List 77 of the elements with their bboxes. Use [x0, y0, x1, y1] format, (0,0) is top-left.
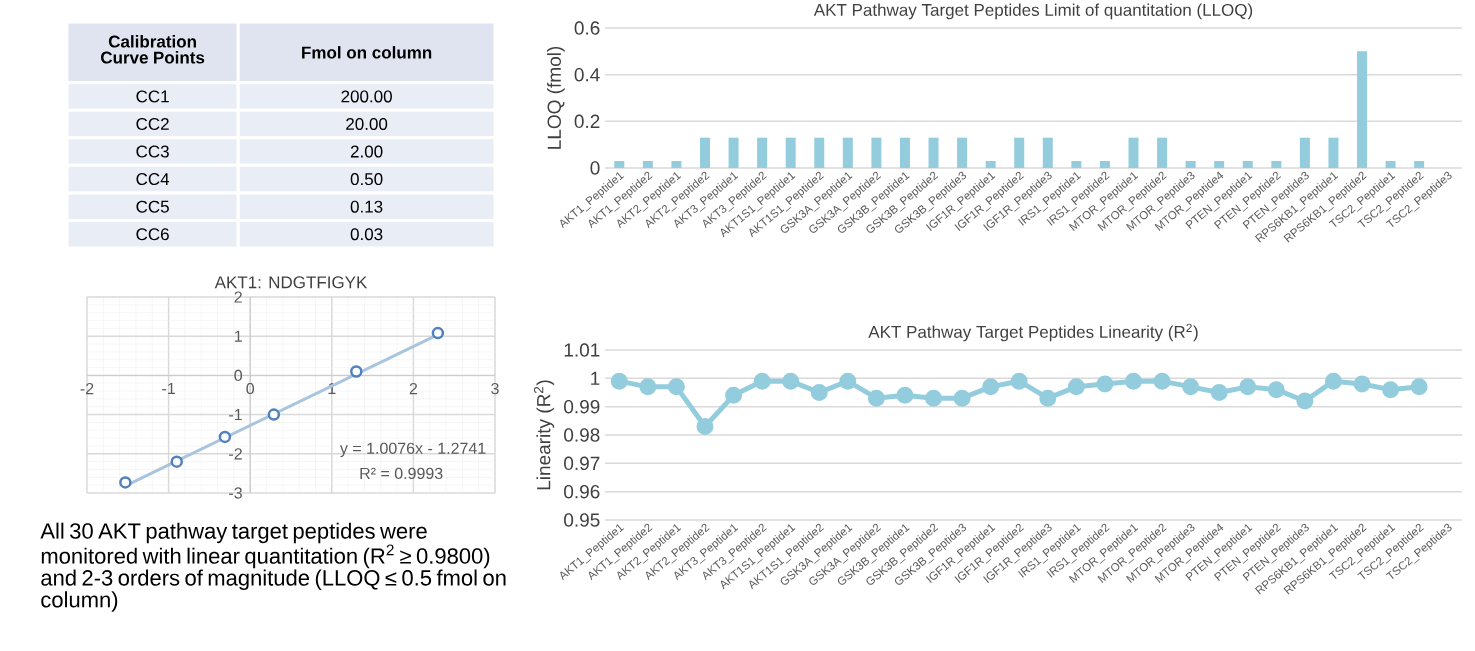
point [810, 384, 828, 402]
category-label: CC3 [136, 145, 169, 158]
point [639, 378, 657, 396]
y-tick-label: 1.01 [564, 343, 600, 357]
point [839, 372, 857, 390]
category-label: CC1 [136, 90, 169, 103]
text: 200.00 [341, 90, 392, 103]
point [753, 372, 771, 390]
point [953, 389, 971, 407]
point [982, 378, 1000, 396]
annotation: R² = 0.9993 [360, 467, 443, 480]
y-tick-label: 0.2 [574, 114, 600, 129]
point [1324, 372, 1342, 390]
chart-title: AKT Pathway Target Peptides Linearity (R$^{2}$) [868, 323, 1198, 342]
annotation: y = 1.0076x - 1.2741 [339, 442, 486, 458]
x-tick-label: -1 [162, 382, 175, 394]
y-tick-label: -3 [229, 487, 242, 499]
y-tick-label: 2 [234, 291, 242, 303]
chart-title: AKT1: NDGTFIGYK [214, 276, 368, 289]
y-tick-label: 0.6 [574, 21, 600, 35]
point [1296, 392, 1314, 410]
y-tick-label: -2 [229, 448, 242, 460]
point [1153, 372, 1171, 390]
point [119, 476, 132, 489]
category-label: CC5 [136, 200, 169, 213]
point [725, 386, 743, 404]
point [1210, 384, 1228, 402]
text: 2.00 [350, 145, 383, 158]
y-tick-label: 1 [234, 330, 242, 342]
chart-title: AKT Pathway Target Peptides Limit of quantitation (LLOQ) [813, 3, 1253, 20]
text: All 30 AKT pathway target peptides were monitored with linear quantitation (R$^{2}$ ≥ 0.9800) and 2-3 orders of magnitude (LLOQ ≤ 0.5 fmol on column) [40, 522, 506, 612]
category-label: CC2 [136, 117, 169, 130]
point [696, 418, 714, 435]
text: 0.50 [350, 173, 383, 186]
category-label: CC4 [136, 173, 170, 186]
point [1353, 375, 1371, 393]
y-axis-title: LLOQ (fmol) [547, 46, 565, 149]
text: Fmol on column [302, 46, 432, 59]
y-tick-label: 0.97 [564, 456, 600, 471]
point [170, 455, 184, 468]
text: 0.13 [350, 200, 383, 213]
text: 20.00 [346, 117, 388, 130]
point [1267, 381, 1285, 399]
point [610, 372, 628, 390]
point [896, 386, 914, 404]
y-tick-label: 0.96 [564, 484, 600, 499]
point [350, 365, 363, 378]
point [1067, 378, 1085, 396]
category-label: CC6 [136, 228, 169, 241]
point [1096, 375, 1114, 393]
y-tick-label: 0.99 [564, 399, 600, 414]
point [1410, 378, 1428, 396]
point [782, 372, 800, 390]
point [1182, 378, 1200, 396]
point [1239, 378, 1257, 396]
point [1039, 389, 1057, 407]
text: 0.03 [350, 228, 383, 241]
y-tick-label: 0.4 [574, 67, 600, 82]
x-tick-label: 2 [409, 382, 418, 395]
y-tick-label: 1 [591, 371, 600, 385]
x-tick-label: -2 [80, 382, 94, 395]
point [431, 326, 445, 340]
y-tick-label: -1 [229, 409, 242, 421]
y-tick-label: 0 [234, 369, 243, 382]
point [218, 430, 232, 444]
point [267, 408, 281, 421]
x-tick-label: 0 [246, 382, 255, 395]
point [867, 389, 885, 407]
y-axis-title: Linearity (R$^{2}$) [533, 380, 555, 490]
x-tick-label: 3 [491, 382, 499, 395]
point [1382, 381, 1400, 399]
point [1124, 372, 1142, 390]
point [667, 378, 685, 396]
point [1010, 372, 1028, 390]
text: Calibration Curve Points [101, 35, 205, 64]
point [925, 389, 943, 407]
y-tick-label: 0.98 [564, 428, 600, 442]
